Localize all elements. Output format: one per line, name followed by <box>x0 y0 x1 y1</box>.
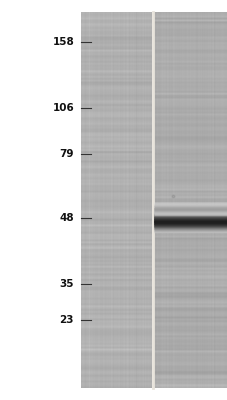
Text: 79: 79 <box>59 149 74 159</box>
Text: 106: 106 <box>52 103 74 113</box>
Text: 48: 48 <box>59 213 74 223</box>
Text: 23: 23 <box>59 315 74 325</box>
Text: 158: 158 <box>52 37 74 47</box>
Text: 35: 35 <box>59 279 74 289</box>
